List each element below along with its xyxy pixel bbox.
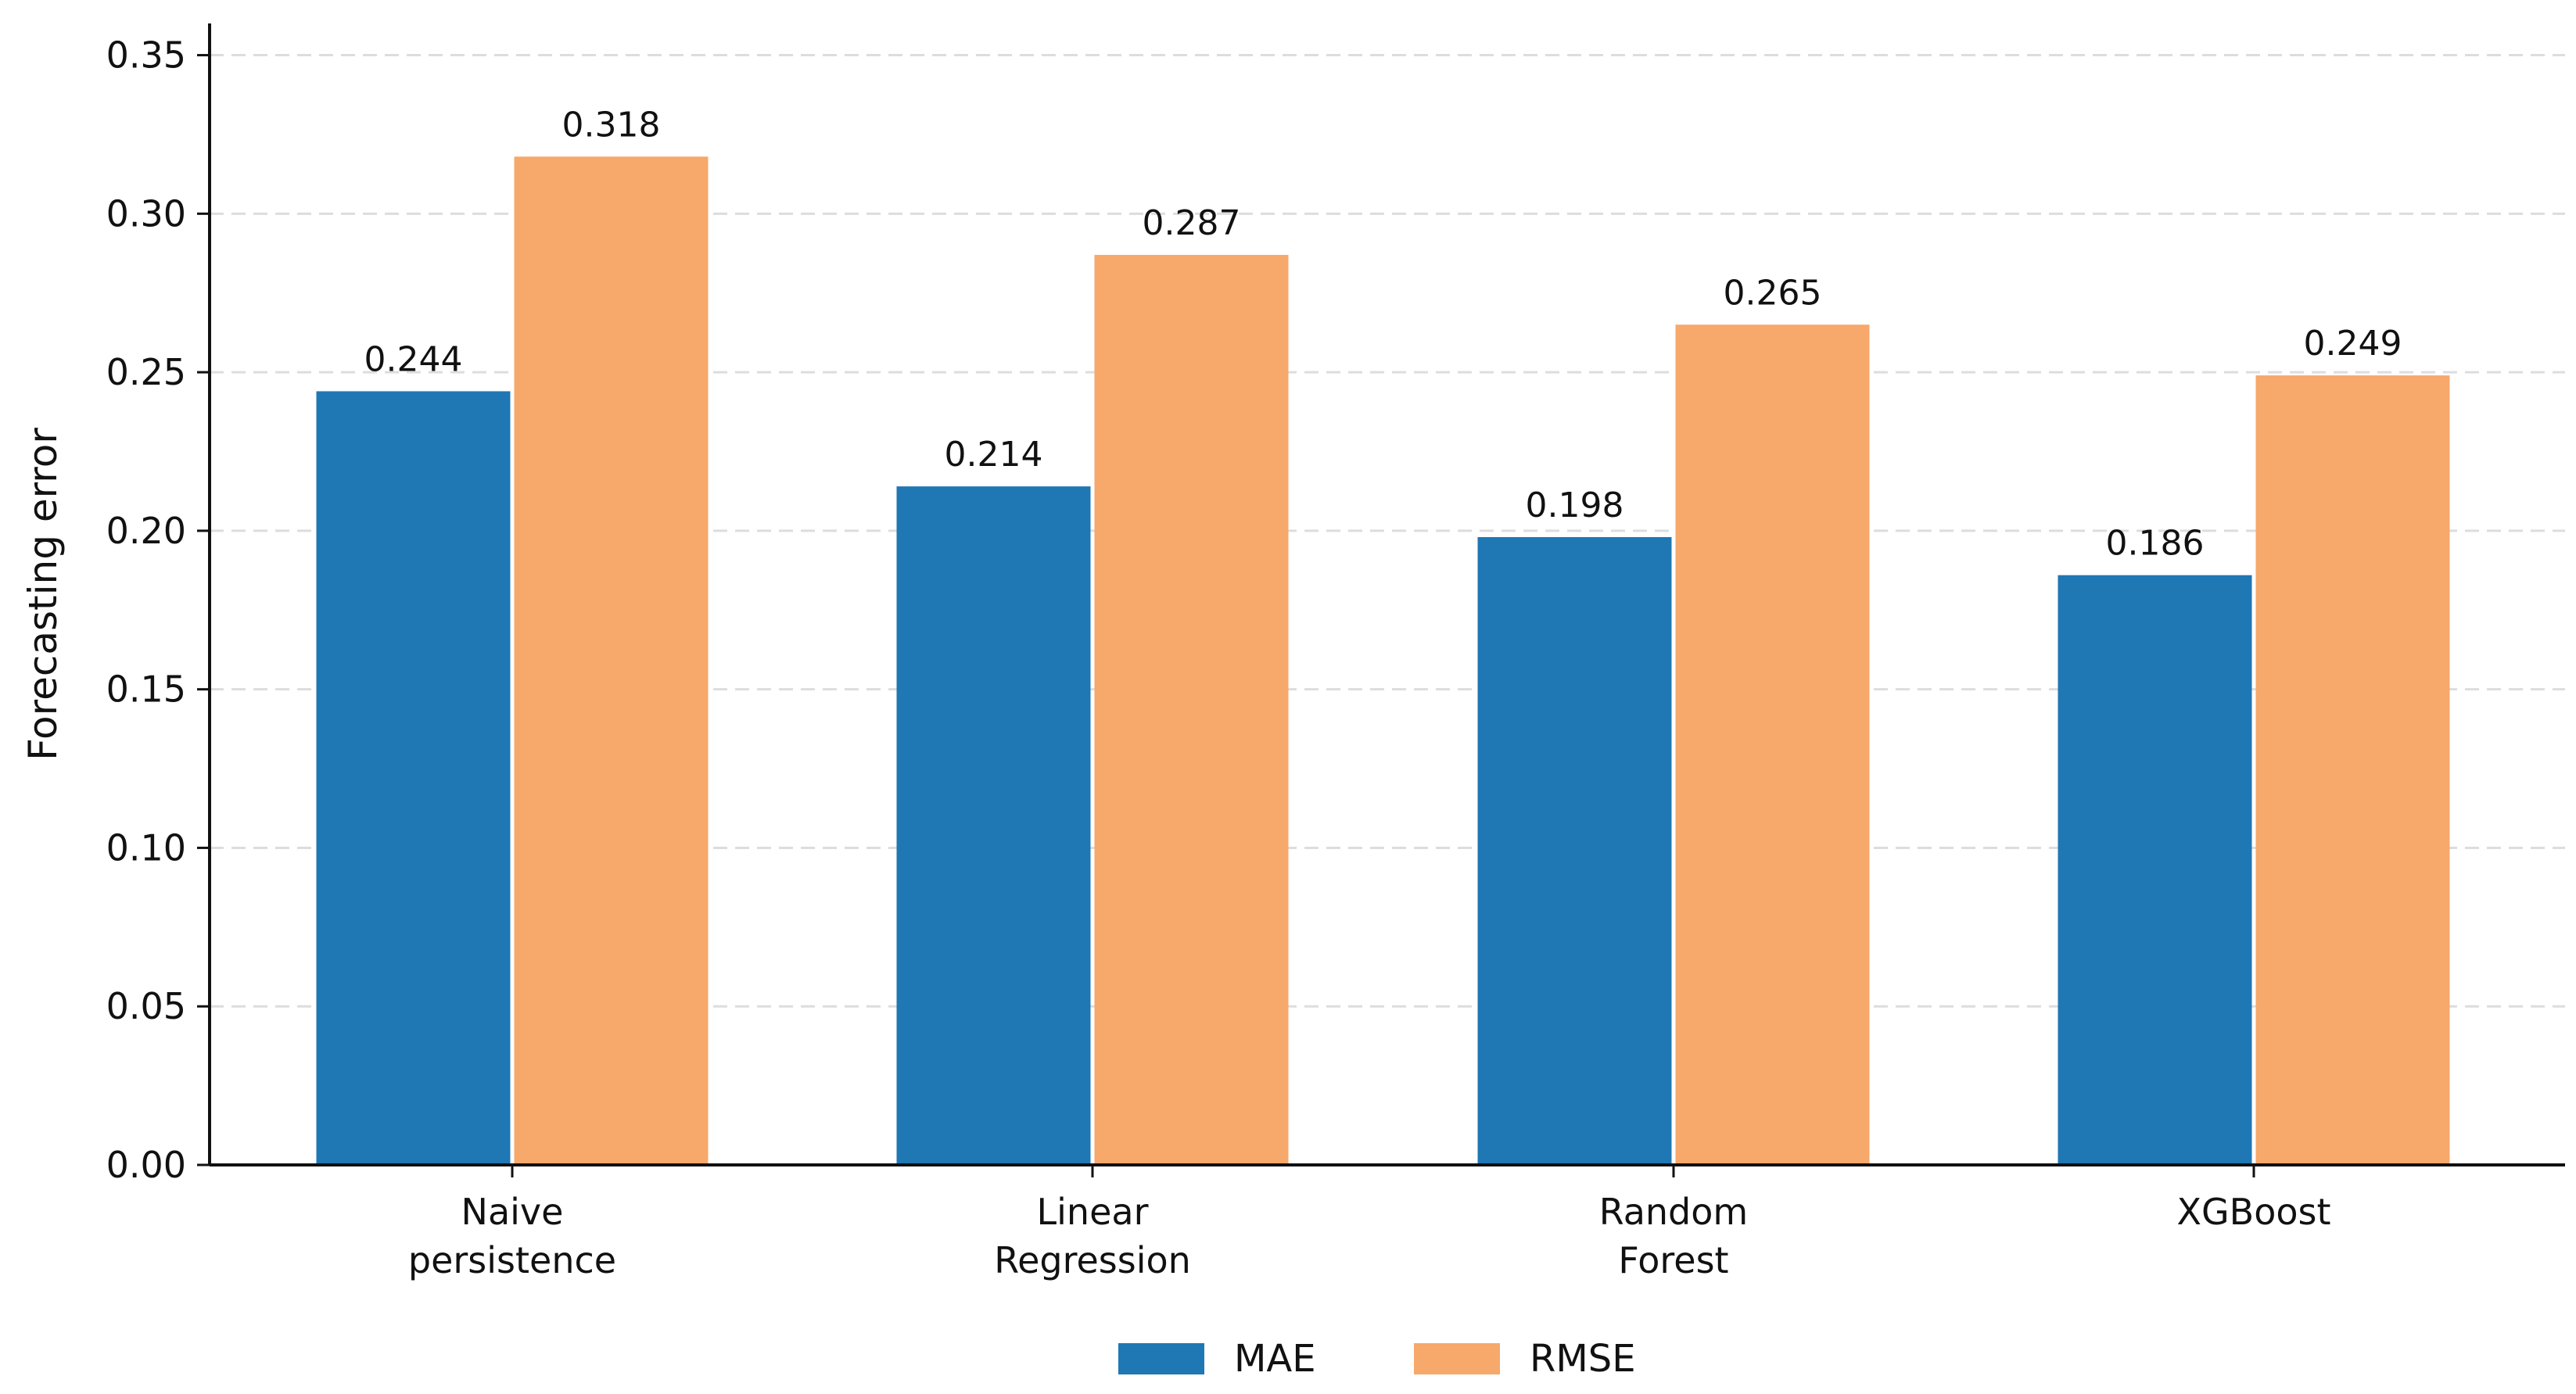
data-label-rmse-2: 0.265 bbox=[1724, 273, 1822, 313]
legend-label: RMSE bbox=[1530, 1337, 1636, 1381]
legend-swatch bbox=[1118, 1343, 1204, 1374]
y-tick-label: 0.20 bbox=[106, 510, 186, 552]
data-label-mae-2: 0.198 bbox=[1526, 486, 1624, 525]
legend-item-rmse: RMSE bbox=[1414, 1337, 1636, 1381]
y-tick-label: 0.05 bbox=[106, 985, 186, 1027]
y-tick-label: 0.30 bbox=[106, 192, 186, 235]
data-label-mae-1: 0.214 bbox=[945, 435, 1043, 475]
y-tick-label: 0.25 bbox=[106, 351, 186, 393]
bar-mae-0 bbox=[316, 391, 511, 1165]
x-tick-label: Naive bbox=[461, 1191, 564, 1233]
bar-rmse-3 bbox=[2255, 375, 2450, 1166]
bar-mae-3 bbox=[2058, 575, 2252, 1165]
data-label-rmse-0: 0.318 bbox=[562, 105, 661, 145]
x-tick-label: Linear bbox=[1037, 1191, 1149, 1233]
value-labels: 0.244 0.214 0.198 0.186 0.318 0.287 0.265 0.249 bbox=[364, 105, 2402, 563]
x-tick-label: Regression bbox=[994, 1239, 1191, 1281]
bars bbox=[316, 156, 2450, 1166]
y-tick-label: 0.00 bbox=[106, 1144, 186, 1186]
bar-rmse-1 bbox=[1094, 255, 1289, 1165]
y-ticks: 0.00 0.05 0.10 0.15 0.20 0.25 0.30 0.35 bbox=[106, 34, 210, 1186]
legend-label: MAE bbox=[1234, 1337, 1316, 1381]
bar-mae-1 bbox=[896, 486, 1091, 1165]
y-tick-label: 0.10 bbox=[106, 826, 186, 869]
legend-swatch bbox=[1414, 1343, 1500, 1374]
data-label-mae-3: 0.186 bbox=[2106, 524, 2205, 564]
y-tick-label: 0.35 bbox=[106, 34, 186, 77]
bar-rmse-0 bbox=[514, 156, 709, 1165]
y-axis-title: Forecasting error bbox=[20, 428, 66, 761]
x-tick-label: XGBoost bbox=[2176, 1191, 2330, 1233]
legend-item-mae: MAE bbox=[1118, 1337, 1316, 1381]
bar-rmse-2 bbox=[1675, 324, 1870, 1165]
data-label-rmse-3: 0.249 bbox=[2304, 324, 2402, 364]
y-tick-label: 0.15 bbox=[106, 668, 186, 711]
x-tick-label: persistence bbox=[408, 1239, 616, 1281]
data-label-rmse-1: 0.287 bbox=[1143, 203, 1241, 243]
legend: MAE RMSE bbox=[1118, 1337, 1636, 1381]
data-label-mae-0: 0.244 bbox=[364, 339, 463, 379]
x-tick-label: Forest bbox=[1618, 1239, 1728, 1281]
x-ticks: Naive persistence Linear Regression Random Fo… bbox=[408, 1165, 2331, 1281]
x-tick-label: Random bbox=[1599, 1191, 1748, 1233]
bar-mae-2 bbox=[1477, 537, 1672, 1165]
